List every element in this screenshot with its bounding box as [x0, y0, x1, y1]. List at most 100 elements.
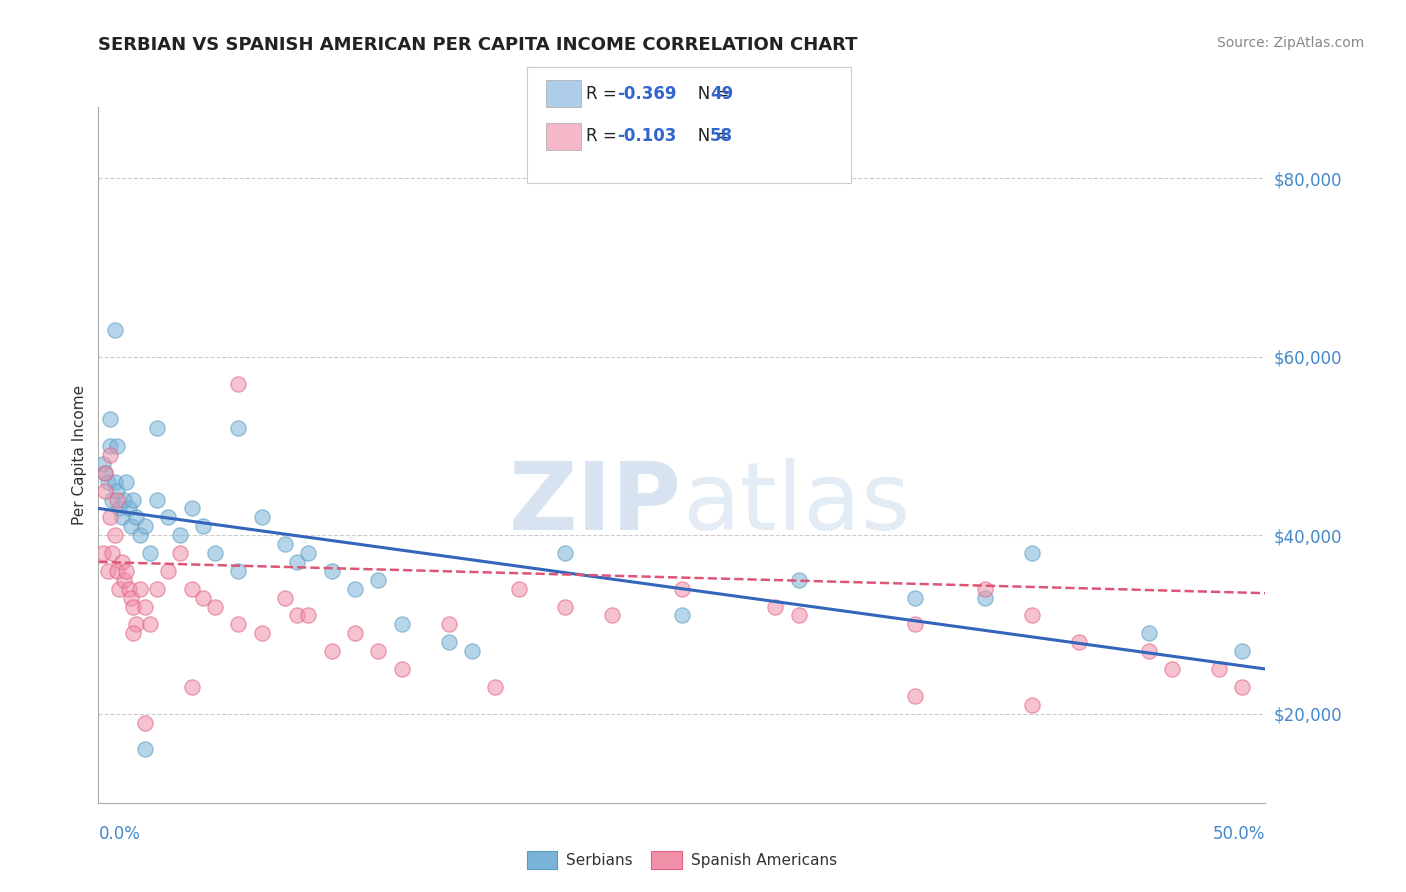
Point — [228, 421, 250, 435]
Point — [115, 475, 138, 489]
Text: atlas: atlas — [682, 458, 910, 549]
Point — [904, 617, 927, 632]
Point — [274, 537, 297, 551]
Text: R =: R = — [586, 85, 623, 103]
Point — [1230, 644, 1253, 658]
Point — [129, 582, 152, 596]
Point — [671, 608, 693, 623]
Text: 0.0%: 0.0% — [98, 825, 141, 843]
Point — [391, 617, 413, 632]
Point — [1021, 608, 1043, 623]
Point — [554, 599, 576, 614]
Point — [193, 519, 215, 533]
Point — [129, 528, 152, 542]
Point — [367, 644, 389, 658]
Point — [105, 492, 128, 507]
Point — [344, 626, 367, 640]
Point — [974, 582, 997, 596]
Point — [111, 555, 134, 569]
Point — [1067, 635, 1090, 649]
Point — [508, 582, 530, 596]
Point — [321, 644, 343, 658]
Point — [146, 582, 169, 596]
Point — [108, 582, 131, 596]
Point — [169, 546, 191, 560]
Text: N =: N = — [682, 85, 734, 103]
Text: SERBIAN VS SPANISH AMERICAN PER CAPITA INCOME CORRELATION CHART: SERBIAN VS SPANISH AMERICAN PER CAPITA I… — [98, 36, 858, 54]
Point — [1021, 546, 1043, 560]
Point — [285, 608, 308, 623]
Point — [180, 680, 202, 694]
Point — [787, 608, 810, 623]
Point — [1137, 626, 1160, 640]
Text: Source: ZipAtlas.com: Source: ZipAtlas.com — [1216, 36, 1364, 50]
Point — [118, 501, 141, 516]
Text: ZIP: ZIP — [509, 458, 682, 549]
Legend: Serbians, Spanish Americans: Serbians, Spanish Americans — [520, 846, 844, 875]
Point — [104, 528, 127, 542]
Point — [120, 519, 142, 533]
Point — [157, 510, 180, 524]
Point — [146, 492, 169, 507]
Point — [228, 376, 250, 391]
Point — [125, 617, 148, 632]
Point — [134, 599, 156, 614]
Point — [204, 546, 226, 560]
Point — [297, 546, 319, 560]
Point — [120, 591, 142, 605]
Point — [104, 475, 127, 489]
Point — [763, 599, 786, 614]
Point — [180, 501, 202, 516]
Point — [904, 591, 927, 605]
Point — [157, 564, 180, 578]
Point — [122, 599, 145, 614]
Point — [94, 466, 117, 480]
Point — [204, 599, 226, 614]
Point — [1208, 662, 1230, 676]
Point — [974, 591, 997, 605]
Point — [297, 608, 319, 623]
Point — [274, 591, 297, 605]
Point — [391, 662, 413, 676]
Point — [904, 689, 927, 703]
Point — [91, 457, 114, 471]
Point — [91, 546, 114, 560]
Text: R =: R = — [586, 128, 623, 145]
Point — [122, 492, 145, 507]
Y-axis label: Per Capita Income: Per Capita Income — [72, 384, 87, 525]
Point — [321, 564, 343, 578]
Text: -0.369: -0.369 — [617, 85, 676, 103]
Point — [250, 510, 273, 524]
Point — [112, 573, 135, 587]
Point — [437, 635, 460, 649]
Point — [367, 573, 389, 587]
Point — [1137, 644, 1160, 658]
Point — [98, 439, 121, 453]
Point — [118, 582, 141, 596]
Point — [98, 448, 121, 462]
Point — [344, 582, 367, 596]
Text: 49: 49 — [710, 85, 734, 103]
Point — [97, 475, 120, 489]
Text: N =: N = — [682, 128, 734, 145]
Text: -0.103: -0.103 — [617, 128, 676, 145]
Text: 58: 58 — [710, 128, 733, 145]
Point — [111, 510, 134, 524]
Point — [193, 591, 215, 605]
Point — [134, 715, 156, 730]
Point — [180, 582, 202, 596]
Point — [437, 617, 460, 632]
Point — [671, 582, 693, 596]
Point — [125, 510, 148, 524]
Point — [484, 680, 506, 694]
Point — [228, 564, 250, 578]
Point — [122, 626, 145, 640]
Point — [101, 492, 124, 507]
Point — [108, 501, 131, 516]
Text: 50.0%: 50.0% — [1213, 825, 1265, 843]
Point — [94, 466, 117, 480]
Point — [600, 608, 623, 623]
Point — [554, 546, 576, 560]
Point — [98, 412, 121, 426]
Point — [105, 564, 128, 578]
